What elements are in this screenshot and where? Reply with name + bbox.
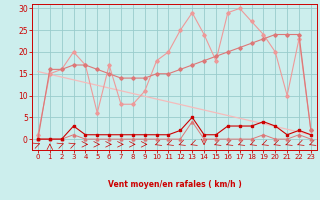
X-axis label: Vent moyen/en rafales ( km/h ): Vent moyen/en rafales ( km/h ) [108, 180, 241, 189]
